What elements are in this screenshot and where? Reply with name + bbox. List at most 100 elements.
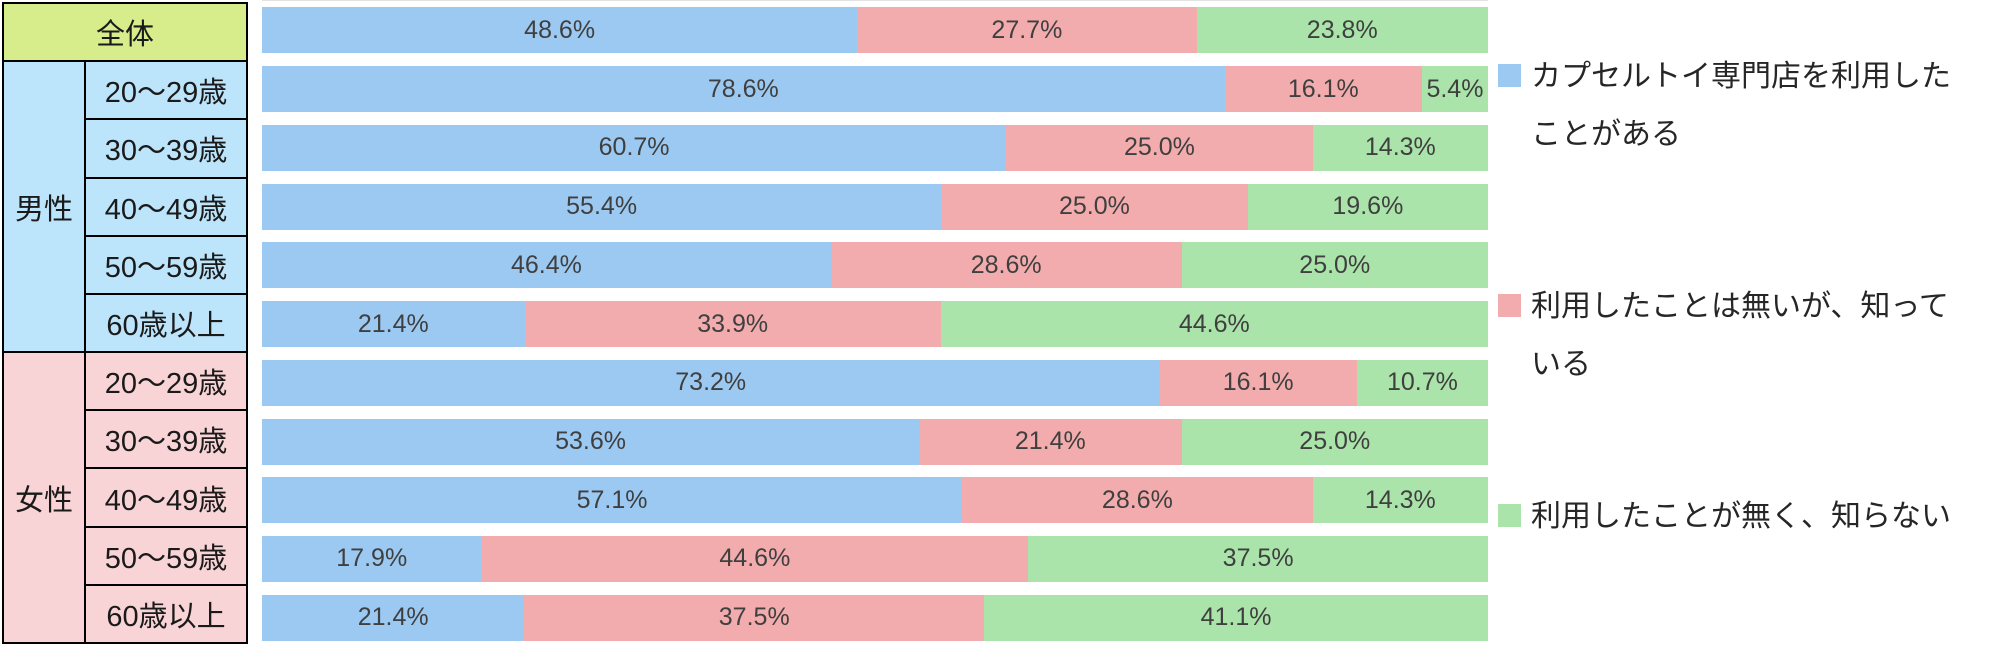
bar-segment: 28.6% <box>962 477 1313 524</box>
bar-value-label: 57.1% <box>576 485 648 514</box>
bar-segment: 14.3% <box>1312 477 1488 524</box>
bar-row: 21.4% 33.9% 44.6% <box>262 295 1488 354</box>
bar-value-label: 33.9% <box>697 309 769 338</box>
age-cell: 50〜59歳 <box>86 236 246 293</box>
bar-stack: 55.4% 25.0% 19.6% <box>262 183 1488 230</box>
legend-item: カプセルトイ専門店を利用したことがある <box>1498 48 1971 164</box>
bar-value-label: 16.1% <box>1287 74 1359 103</box>
legend-label: カプセルトイ専門店を利用したことがある <box>1531 60 1951 151</box>
bar-value-label: 53.6% <box>555 427 627 455</box>
bar-row: 73.2% 16.1% 10.7% <box>262 353 1489 412</box>
bar-value-label: 23.8% <box>1306 15 1378 44</box>
bar-stack: 60.7% 25.0% 14.3% <box>262 124 1488 171</box>
bar-value-label: 28.6% <box>1101 485 1173 514</box>
age-cell: 50〜59歳 <box>86 527 246 584</box>
bar-stack: 53.6% 21.4% 25.0% <box>262 418 1488 465</box>
bar-value-label: 21.4% <box>1014 427 1086 455</box>
bar-stack: 48.6% 27.7% 23.8% <box>262 7 1488 54</box>
bar-value-label: 55.4% <box>566 192 638 221</box>
bar-segment: 25.0% <box>941 183 1248 230</box>
age-cell: 20〜29歳 <box>86 62 246 119</box>
bar-segment: 21.4% <box>262 301 525 348</box>
bar-segment: 44.6% <box>481 535 1029 582</box>
bar-segment: 73.2% <box>262 359 1160 406</box>
bar-segment: 10.7% <box>1356 359 1489 406</box>
bar-value-label: 19.6% <box>1332 192 1404 221</box>
bar-segment: 21.4% <box>262 594 525 641</box>
bar-stack: 57.1% 28.6% 14.3% <box>262 477 1488 524</box>
overall-header-cell: 全体 <box>4 4 246 61</box>
age-cell: 60歳以上 <box>86 294 246 352</box>
bar-stack: 17.9% 44.6% 37.5% <box>262 535 1488 582</box>
legend-item: 利用したことは無いが、知っている <box>1498 278 1971 394</box>
bar-segment: 19.6% <box>1247 183 1488 230</box>
bar-segment: 17.9% <box>262 535 482 582</box>
age-cell: 30〜39歳 <box>86 120 246 177</box>
bar-row: 17.9% 44.6% 37.5% <box>262 530 1488 589</box>
bar-segment: 23.8% <box>1196 7 1488 54</box>
bar-value-label: 41.1% <box>1200 603 1272 632</box>
bar-segment: 21.4% <box>919 418 1182 465</box>
category-table: 全体 男性 20〜29歳 30〜39歳 40〜49歳 50〜59歳 60歳以上 女性 20〜2… <box>2 2 248 644</box>
bar-segment: 5.4% <box>1421 66 1488 113</box>
bar-stack: 73.2% 16.1% 10.7% <box>262 359 1489 406</box>
bar-segment: 53.6% <box>262 418 920 465</box>
age-cell: 60歳以上 <box>86 585 246 642</box>
bar-value-label: 17.9% <box>336 544 408 573</box>
bar-value-label: 60.7% <box>598 133 670 162</box>
bar-value-label: 46.4% <box>510 250 582 279</box>
bar-row: 53.6% 21.4% 25.0% <box>262 412 1488 471</box>
bar-value-label: 37.5% <box>1222 544 1294 573</box>
bar-value-label: 25.0% <box>1299 427 1371 455</box>
bar-segment: 41.1% <box>984 594 1488 641</box>
age-cell: 40〜49歳 <box>86 178 246 235</box>
bar-value-label: 14.3% <box>1364 485 1436 514</box>
gender-cell: 女性 <box>4 353 84 642</box>
bar-value-label: 48.6% <box>524 15 596 44</box>
bar-row: 78.6% 16.1% 5.4% <box>262 60 1488 119</box>
bar-segment: 25.0% <box>1181 418 1488 465</box>
bar-segment: 16.1% <box>1159 359 1357 406</box>
bar-segment: 57.1% <box>262 477 963 524</box>
bar-row: 57.1% 28.6% 14.3% <box>262 471 1488 530</box>
bar-row: 46.4% 28.6% 25.0% <box>262 236 1488 295</box>
bar-value-label: 16.1% <box>1222 368 1294 397</box>
bar-segment: 37.5% <box>524 594 985 641</box>
bar-value-label: 28.6% <box>970 250 1042 279</box>
age-cell: 30〜39歳 <box>86 411 246 468</box>
bar-row: 48.6% 27.7% 23.8% <box>262 1 1488 60</box>
age-cell: 40〜49歳 <box>86 469 246 526</box>
legend-label: 利用したことは無いが、知っている <box>1531 290 1949 381</box>
bar-row: 60.7% 25.0% 14.3% <box>262 118 1488 177</box>
bar-segment: 46.4% <box>262 242 831 289</box>
bar-value-label: 25.0% <box>1059 192 1130 221</box>
age-cell: 20〜29歳 <box>86 353 246 410</box>
bar-segment: 28.6% <box>830 242 1182 289</box>
bar-value-label: 25.0% <box>1123 133 1195 162</box>
bar-value-label: 25.0% <box>1299 250 1371 279</box>
bar-value-label: 10.7% <box>1386 368 1458 397</box>
legend-swatch-icon <box>1498 294 1521 317</box>
bar-value-label: 44.6% <box>1178 309 1250 338</box>
legend-item: 利用したことが無く、知らない <box>1498 488 1971 546</box>
bar-value-label: 14.3% <box>1364 133 1436 162</box>
bar-value-label: 21.4% <box>357 603 429 632</box>
legend: カプセルトイ専門店を利用したことがある 利用したことは無いが、知っている利用したこ… <box>1498 0 1996 647</box>
bar-segment: 33.9% <box>524 301 941 348</box>
bar-stack: 21.4% 37.5% 41.1% <box>262 594 1488 641</box>
bar-segment: 55.4% <box>262 183 942 230</box>
bar-segment: 44.6% <box>940 301 1488 348</box>
bar-segment: 16.1% <box>1224 66 1422 113</box>
bar-chart-area: 48.6% 27.7% 23.8% 78.6% 16.1% 5.4% 60.7% 25.0% 1… <box>262 0 1489 647</box>
bar-value-label: 78.6% <box>707 74 779 103</box>
bar-segment: 27.7% <box>857 7 1197 54</box>
bar-value-label: 21.4% <box>357 309 429 338</box>
bar-value-label: 27.7% <box>991 15 1063 44</box>
bar-segment: 25.0% <box>1006 124 1313 171</box>
bar-segment: 14.3% <box>1312 124 1488 171</box>
bar-segment: 25.0% <box>1181 242 1488 289</box>
bar-value-label: 73.2% <box>675 368 747 397</box>
legend-label: 利用したことが無く、知らない <box>1531 500 1951 533</box>
bar-row: 55.4% 25.0% 19.6% <box>262 177 1488 236</box>
